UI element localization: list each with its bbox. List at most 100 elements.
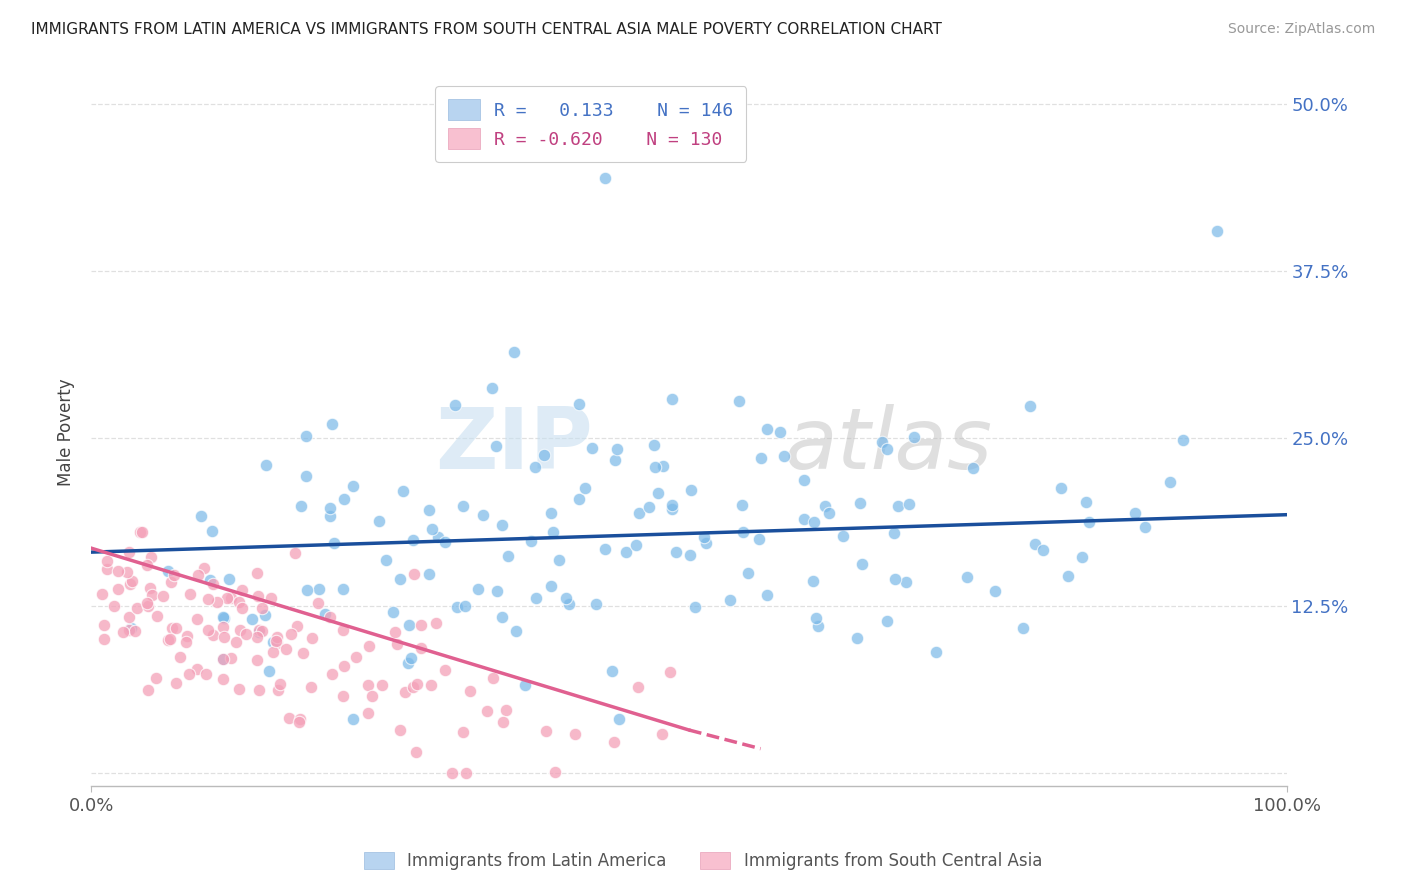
Point	[332, 623, 354, 637]
Point	[290, 500, 312, 514]
Point	[225, 635, 247, 649]
Point	[851, 557, 873, 571]
Point	[418, 503, 440, 517]
Point	[519, 534, 541, 549]
Point	[883, 525, 905, 540]
Point	[693, 530, 716, 544]
Point	[301, 632, 323, 646]
Point	[357, 639, 380, 653]
Point	[401, 681, 423, 695]
Point	[228, 681, 250, 696]
Point	[321, 417, 343, 432]
Point	[846, 632, 869, 646]
Point	[665, 544, 688, 558]
Point	[773, 449, 796, 463]
Point	[160, 621, 183, 635]
Point	[217, 591, 239, 605]
Point	[197, 623, 219, 637]
Point	[186, 662, 208, 676]
Point	[319, 609, 342, 624]
Point	[1135, 520, 1157, 534]
Point	[409, 640, 432, 655]
Text: IMMIGRANTS FROM LATIN AMERICA VS IMMIGRANTS FROM SOUTH CENTRAL ASIA MALE POVERTY: IMMIGRANTS FROM LATIN AMERICA VS IMMIGRA…	[31, 22, 942, 37]
Point	[467, 582, 489, 597]
Point	[396, 656, 419, 670]
Point	[212, 652, 235, 666]
Point	[803, 515, 825, 529]
Point	[593, 542, 616, 557]
Point	[925, 645, 948, 659]
Point	[534, 724, 557, 739]
Point	[308, 582, 330, 597]
Point	[564, 727, 586, 741]
Point	[876, 442, 898, 457]
Point	[131, 525, 153, 540]
Point	[228, 595, 250, 609]
Point	[513, 678, 536, 692]
Point	[93, 632, 115, 647]
Point	[267, 682, 290, 697]
Point	[266, 635, 288, 649]
Point	[103, 599, 125, 613]
Point	[211, 609, 233, 624]
Point	[574, 481, 596, 495]
Point	[194, 667, 217, 681]
Point	[332, 689, 354, 703]
Point	[190, 509, 212, 524]
Point	[523, 460, 546, 475]
Point	[848, 496, 870, 510]
Point	[207, 595, 229, 609]
Point	[1074, 495, 1097, 509]
Point	[801, 574, 824, 588]
Point	[277, 711, 299, 725]
Point	[813, 500, 835, 514]
Y-axis label: Male Poverty: Male Poverty	[58, 378, 75, 485]
Point	[260, 591, 283, 606]
Point	[165, 622, 187, 636]
Point	[458, 683, 481, 698]
Point	[897, 497, 920, 511]
Point	[804, 611, 827, 625]
Point	[502, 344, 524, 359]
Point	[731, 498, 754, 512]
Point	[647, 485, 669, 500]
Point	[398, 618, 420, 632]
Point	[402, 567, 425, 582]
Point	[446, 599, 468, 614]
Point	[93, 618, 115, 632]
Point	[357, 678, 380, 692]
Point	[441, 765, 464, 780]
Point	[107, 582, 129, 597]
Point	[394, 685, 416, 699]
Point	[246, 652, 269, 666]
Point	[221, 651, 243, 665]
Point	[357, 706, 380, 721]
Point	[135, 596, 157, 610]
Point	[96, 562, 118, 576]
Point	[485, 439, 508, 453]
Point	[266, 630, 288, 644]
Point	[568, 397, 591, 411]
Point	[246, 630, 269, 644]
Point	[652, 458, 675, 473]
Point	[186, 613, 208, 627]
Legend: Immigrants from Latin America, Immigrants from South Central Asia: Immigrants from Latin America, Immigrant…	[357, 845, 1049, 877]
Point	[112, 624, 135, 639]
Point	[1071, 550, 1094, 565]
Point	[1032, 542, 1054, 557]
Point	[471, 508, 494, 522]
Point	[333, 659, 356, 673]
Point	[314, 607, 336, 621]
Point	[384, 624, 406, 639]
Point	[659, 665, 682, 679]
Point	[165, 676, 187, 690]
Point	[262, 645, 284, 659]
Point	[526, 591, 548, 606]
Point	[628, 507, 651, 521]
Point	[246, 566, 269, 581]
Point	[368, 514, 391, 528]
Point	[956, 569, 979, 583]
Point	[756, 588, 779, 602]
Point	[585, 597, 607, 611]
Point	[737, 566, 759, 581]
